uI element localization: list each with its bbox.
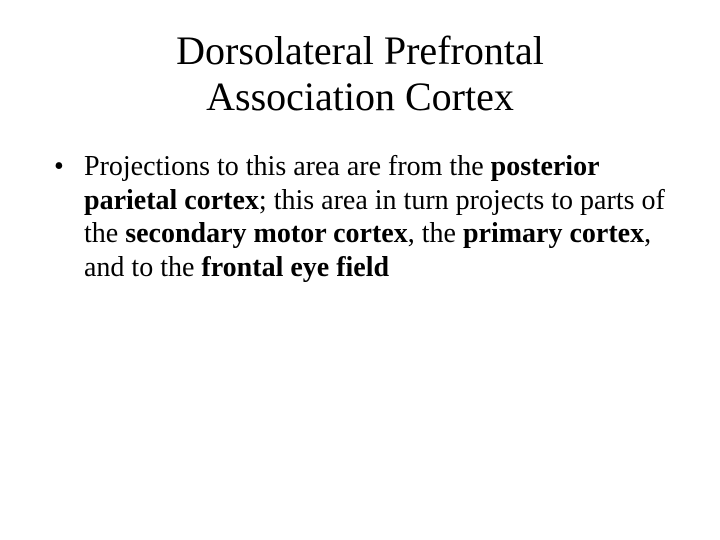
bullet-text: , the xyxy=(408,218,463,249)
slide: Dorsolateral Prefrontal Association Cort… xyxy=(0,0,720,540)
bullet-bold: frontal eye field xyxy=(201,252,389,283)
bullet-item: Projections to this area are from the po… xyxy=(50,150,670,284)
slide-title: Dorsolateral Prefrontal Association Cort… xyxy=(50,28,670,120)
bullet-text: Projections to this area are from the xyxy=(84,151,491,182)
title-line-2: Association Cortex xyxy=(206,74,514,119)
bullet-bold: primary cortex xyxy=(463,218,644,249)
bullet-list: Projections to this area are from the po… xyxy=(50,150,670,284)
bullet-bold: secondary motor cortex xyxy=(125,218,408,249)
title-line-1: Dorsolateral Prefrontal xyxy=(176,28,544,73)
